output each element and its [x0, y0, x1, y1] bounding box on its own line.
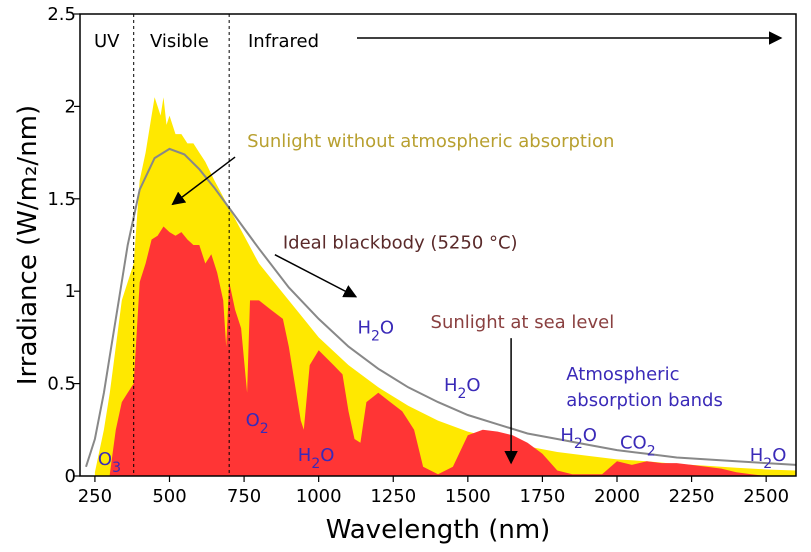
- x-axis-label: Wavelength (nm): [326, 515, 551, 545]
- annotation-arrow: [274, 254, 358, 298]
- annotation-label: Ideal blackbody (5250 °C): [283, 233, 518, 254]
- absorption-band-label: O3: [98, 449, 121, 476]
- x-tick-label: 2250: [669, 486, 715, 507]
- annotation-label: Atmospheric: [566, 364, 679, 385]
- region-label-infrared: Infrared: [248, 31, 319, 52]
- x-tick-label: 1000: [296, 486, 342, 507]
- annotation-label: Sunlight without atmospheric absorption: [247, 131, 614, 152]
- absorption-band-label: H2O: [298, 445, 335, 472]
- x-tick-label: 500: [152, 486, 186, 507]
- series-line-blackbody: [85, 147, 797, 468]
- series-area-sunlight-sea-level: [109, 226, 767, 476]
- y-axis-label: Irradiance (W/m₂/nm): [13, 105, 43, 385]
- y-tick-label: 2.5: [47, 4, 76, 25]
- absorption-band-label: H2O: [750, 445, 787, 472]
- x-tick-label: 1750: [520, 486, 566, 507]
- plot-frame: [79, 13, 797, 477]
- y-tick-label: 1: [65, 281, 76, 302]
- y-tick-label: 1.5: [47, 189, 76, 210]
- y-tick-label: 0.5: [47, 374, 76, 395]
- absorption-band-label: H2O: [560, 425, 597, 452]
- y-tick-label: 2: [65, 96, 76, 117]
- x-tick-label: 2500: [743, 486, 789, 507]
- x-tick-label: 750: [227, 486, 261, 507]
- annotation-label: absorption bands: [566, 390, 723, 411]
- annotation-arrow: [171, 156, 236, 206]
- absorption-band-label: O2: [246, 410, 269, 437]
- x-tick-label: 1250: [370, 486, 416, 507]
- region-label-uv: UV: [94, 31, 120, 52]
- x-tick-label: 1500: [445, 486, 491, 507]
- region-label-visible: Visible: [150, 31, 209, 52]
- absorption-band-label: H2O: [444, 375, 481, 402]
- x-tick-label: 250: [78, 486, 112, 507]
- y-tick-label: 0: [65, 466, 76, 487]
- annotation-label: Sunlight at sea level: [431, 312, 615, 333]
- absorption-band-label: H2O: [357, 318, 394, 345]
- absorption-band-label: CO2: [620, 432, 656, 459]
- x-tick-label: 2000: [594, 486, 640, 507]
